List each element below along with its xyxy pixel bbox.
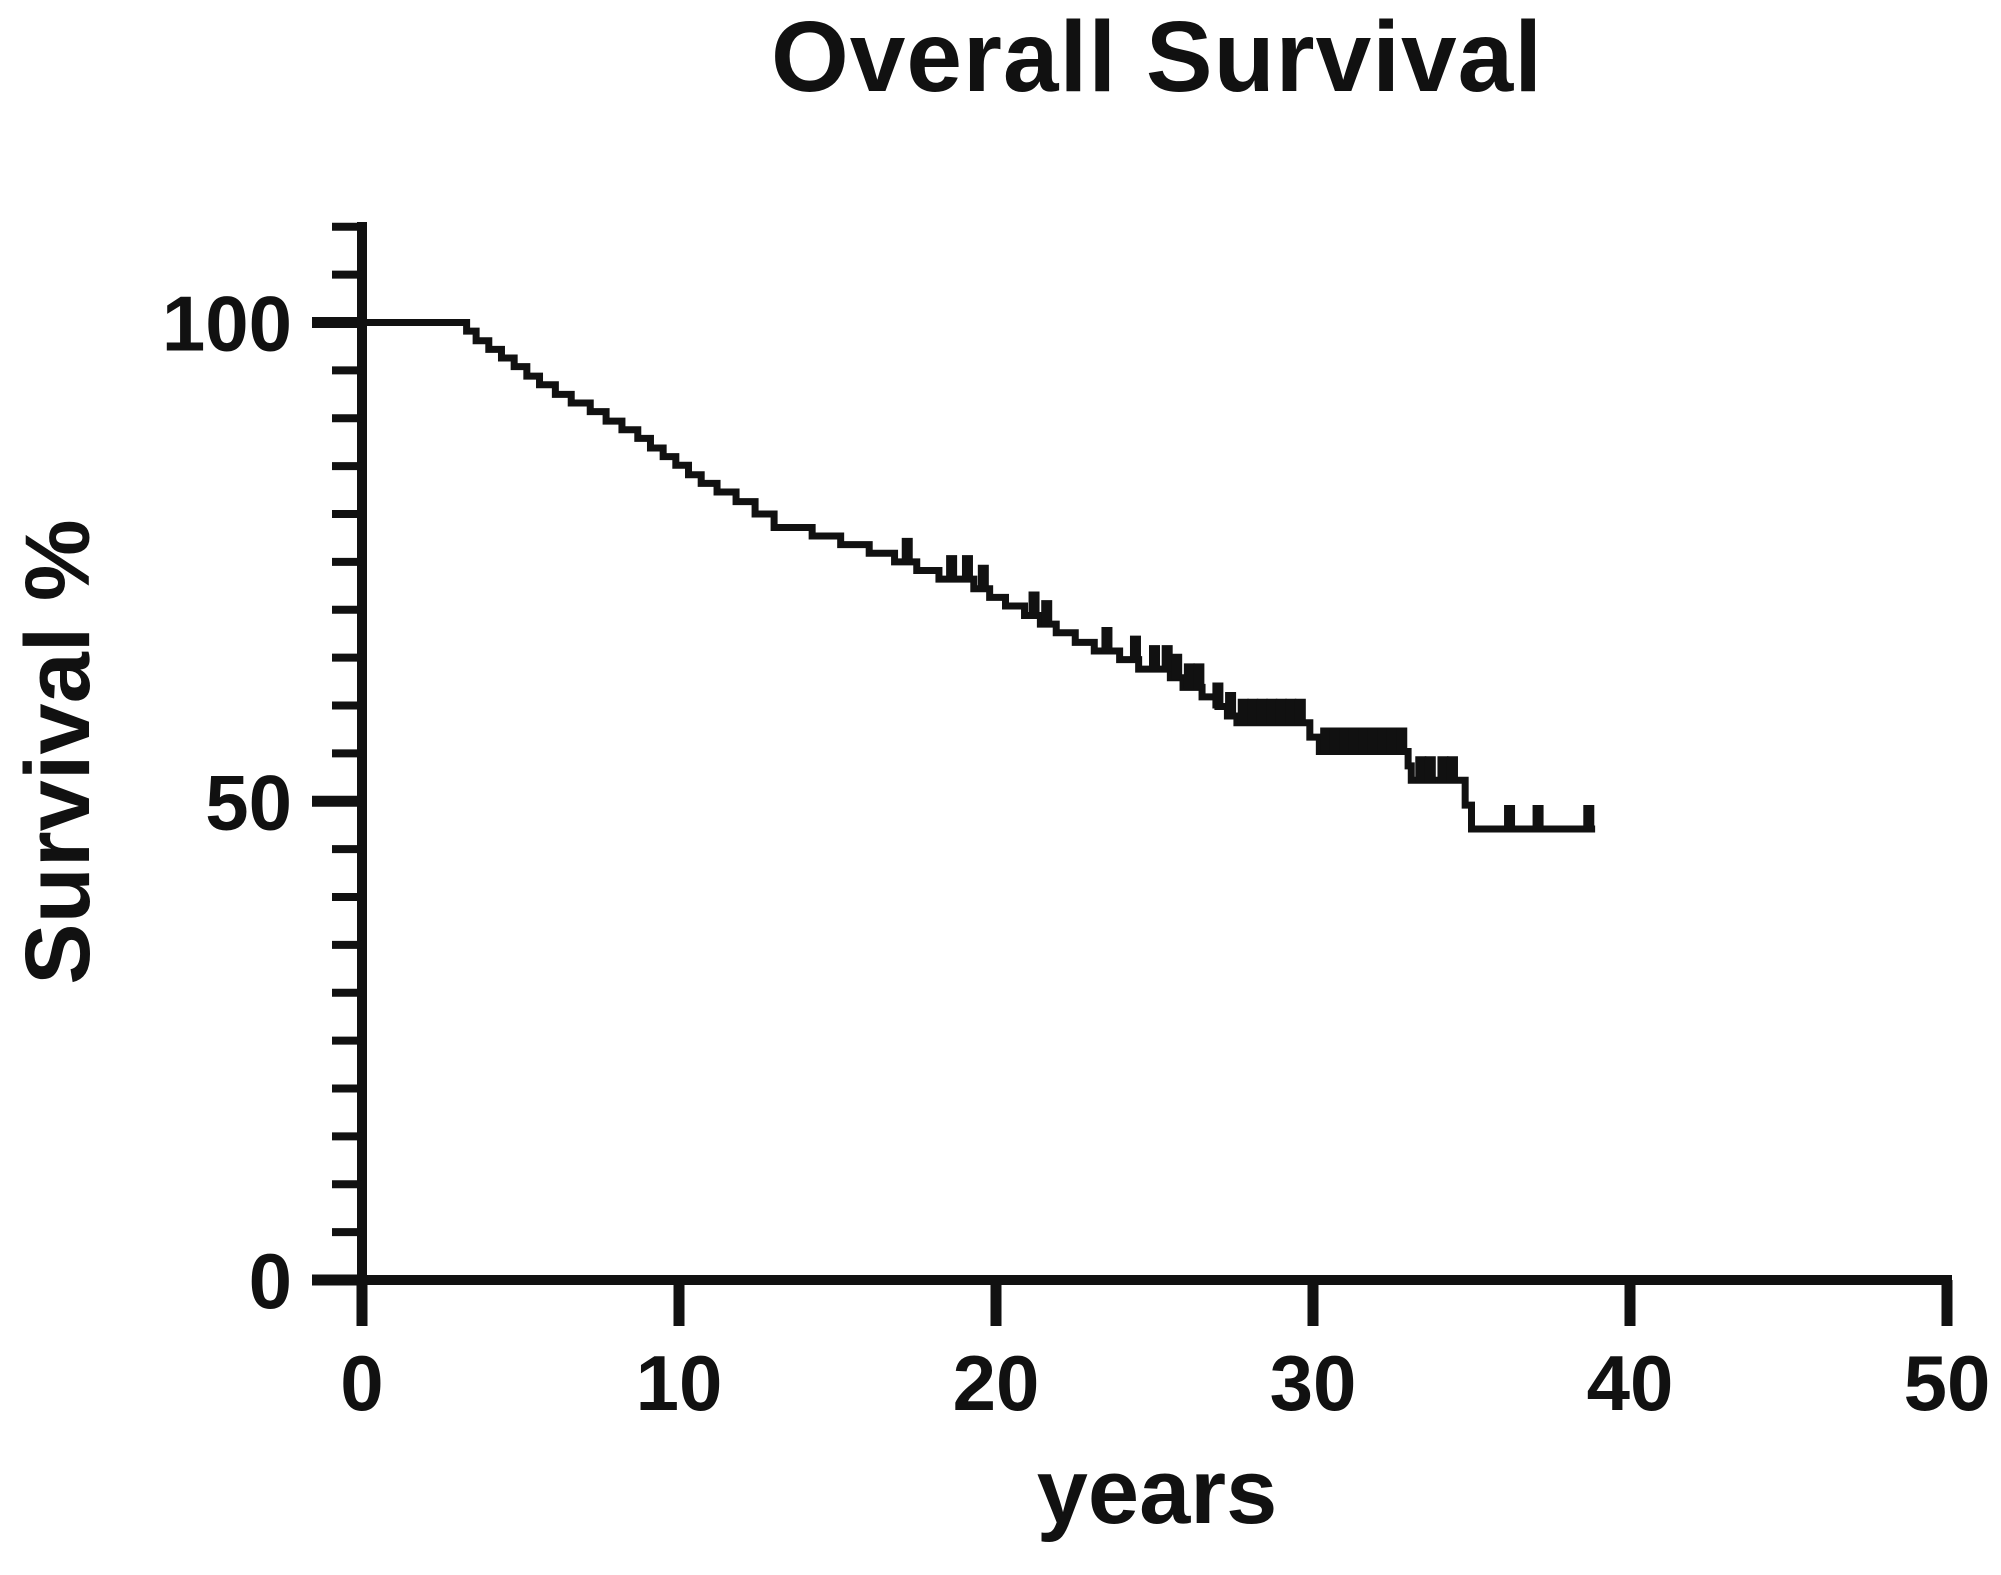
y-tick-label: 0 xyxy=(249,1237,292,1325)
chart-title: Overall Survival xyxy=(770,1,1543,113)
x-tick-label: 50 xyxy=(1904,1339,1991,1427)
x-tick-label: 40 xyxy=(1587,1339,1674,1427)
y-axis-title: Survival % xyxy=(7,519,109,985)
x-tick-label: 20 xyxy=(953,1339,1040,1427)
x-tick-label: 10 xyxy=(636,1339,723,1427)
y-tick-label: 50 xyxy=(205,758,292,846)
x-tick-label: 30 xyxy=(1270,1339,1357,1427)
y-tick-label: 100 xyxy=(162,280,292,368)
x-tick-label: 0 xyxy=(340,1339,383,1427)
x-axis-title: years xyxy=(1036,1441,1278,1543)
